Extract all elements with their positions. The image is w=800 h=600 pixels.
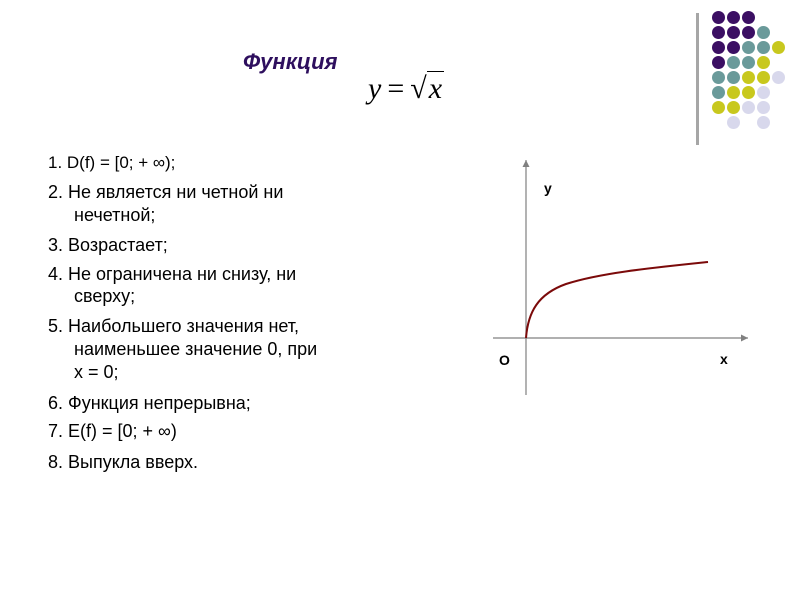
property-8: 8. Выпукла вверх. xyxy=(48,452,199,472)
y-axis-label: y xyxy=(544,180,552,196)
decorative-dot xyxy=(742,56,755,69)
property-5-cont2: x = 0; xyxy=(74,362,119,382)
decorative-dot xyxy=(727,86,740,99)
decorative-dot xyxy=(757,71,770,84)
property-7: 7. E(f) = [0; + ∞) xyxy=(48,421,177,441)
decorative-dot xyxy=(742,86,755,99)
decorative-bar xyxy=(696,13,699,145)
decorative-dot xyxy=(742,71,755,84)
decorative-dot xyxy=(757,86,770,99)
formula-equals: = xyxy=(387,72,405,105)
decorative-dot xyxy=(757,56,770,69)
decorative-dot xyxy=(727,41,740,54)
decorative-dot xyxy=(712,41,725,54)
decorative-dot xyxy=(742,101,755,114)
decorative-dot xyxy=(772,71,785,84)
property-5-cont: наименьшее значение 0, при xyxy=(74,339,318,359)
decorative-dot xyxy=(712,86,725,99)
decorative-dot xyxy=(712,11,725,24)
decorative-dot xyxy=(712,56,725,69)
decorative-dot xyxy=(742,26,755,39)
property-6: 6. Функция непрерывна; xyxy=(48,393,251,413)
decorative-dot xyxy=(757,101,770,114)
decorative-dot xyxy=(727,71,740,84)
decorative-dot xyxy=(712,101,725,114)
property-1: 1. D(f) = [0; + ∞); xyxy=(48,153,176,172)
formula: y = √x xyxy=(368,71,445,106)
decorative-dot xyxy=(712,26,725,39)
decorative-dot xyxy=(772,41,785,54)
property-4-cont: сверху; xyxy=(74,286,136,306)
decorative-dot xyxy=(757,41,770,54)
property-2: 2. Не является ни четной ни xyxy=(48,182,284,202)
slide-title: Функция xyxy=(243,49,338,74)
property-4: 4. Не ограничена ни снизу, ни xyxy=(48,264,297,284)
formula-lhs: y xyxy=(368,72,382,105)
decorative-dot xyxy=(757,116,770,129)
property-5: 5. Наибольшего значения нет, xyxy=(48,316,300,336)
x-axis-label: x xyxy=(720,351,728,367)
decorative-dot xyxy=(757,26,770,39)
decorative-dot xyxy=(712,71,725,84)
property-2-cont: нечетной; xyxy=(74,205,156,225)
decorative-dot xyxy=(727,116,740,129)
decorative-dot xyxy=(727,26,740,39)
decorative-dot xyxy=(727,11,740,24)
origin-label: O xyxy=(499,352,510,368)
decorative-dot xyxy=(727,101,740,114)
decorative-dot xyxy=(727,56,740,69)
decorative-dot xyxy=(742,11,755,24)
formula-radicand: x xyxy=(426,71,445,105)
decorative-dot xyxy=(742,41,755,54)
sqrt-curve xyxy=(525,261,709,339)
property-3: 3. Возрастает; xyxy=(48,235,168,255)
sqrt-icon: √ xyxy=(410,72,427,105)
